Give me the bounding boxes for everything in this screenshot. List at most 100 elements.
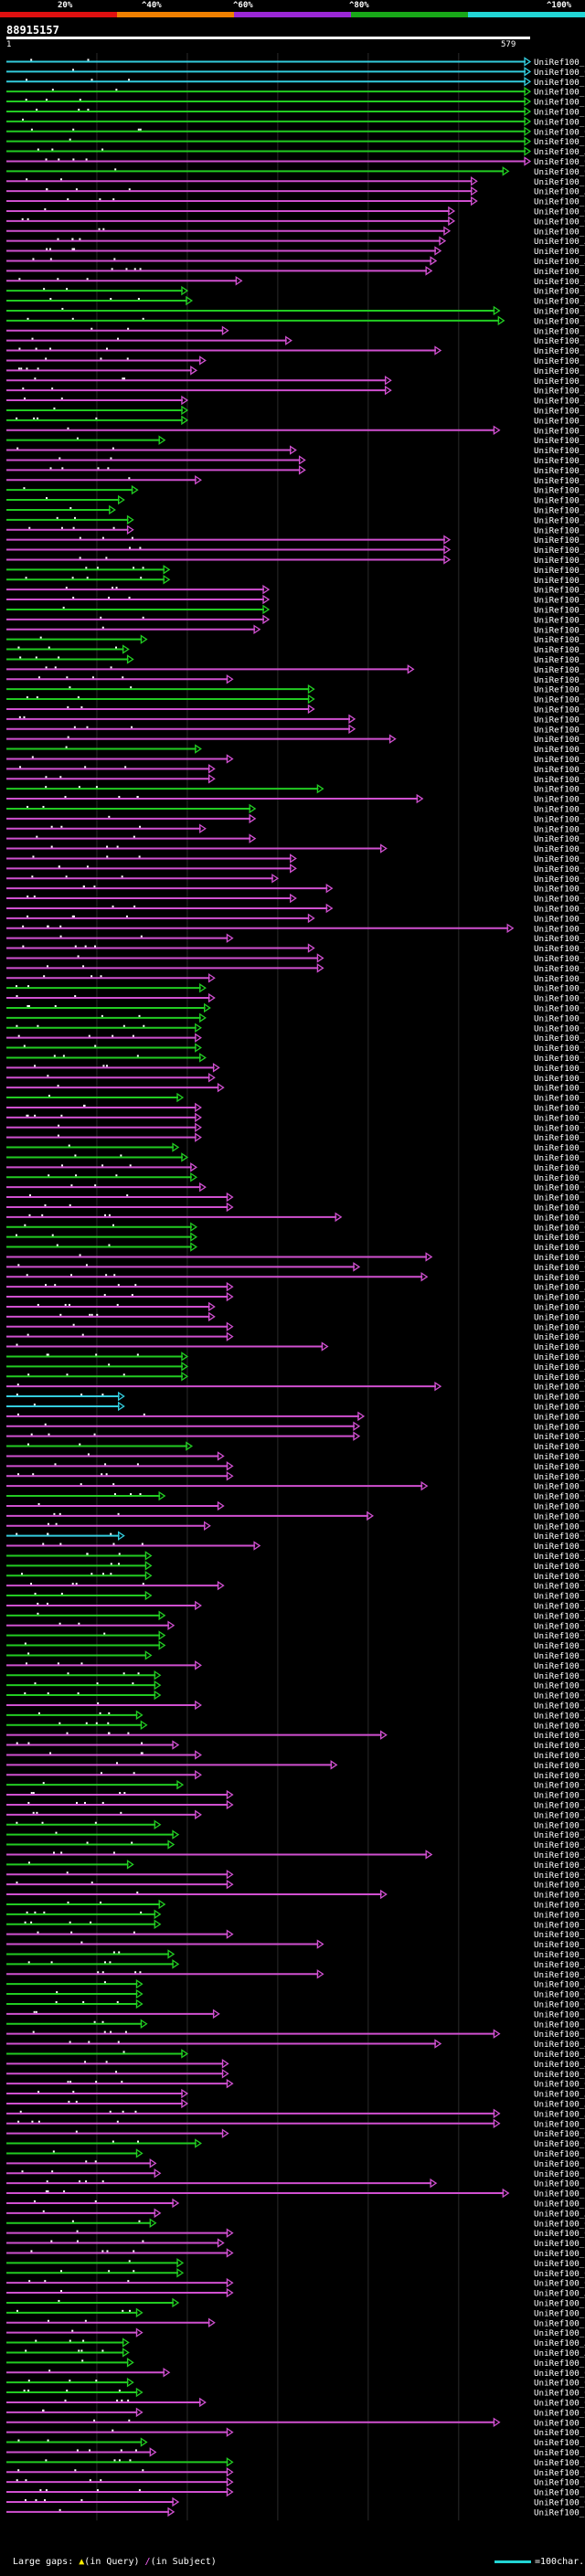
hit-row[interactable]: UniRef100_A9TGV4 — [6, 1700, 585, 1711]
hit-label[interactable]: UniRef100_C5X4K1 — [534, 1651, 585, 1661]
hit-label[interactable]: UniRef100_Q8LKN7 — [534, 954, 585, 964]
hit-row[interactable]: UniRef100_Q8SQU6 — [6, 1053, 585, 1064]
hit-label[interactable]: UniRef100_C5Z7T1 — [534, 267, 585, 277]
hit-label[interactable]: UniRef100_C5XV83 — [534, 1312, 585, 1322]
hit-row[interactable]: UniRef100_Q4Q8B0 — [6, 963, 585, 974]
hit-row[interactable]: UniRef100_Q119C3 — [6, 2397, 585, 2408]
hit-label[interactable]: UniRef100_B8SS04 — [534, 1542, 585, 1552]
hit-label[interactable]: UniRef100_Q5F4H5 — [534, 1891, 585, 1901]
hit-row[interactable]: UniRef100_C5YTJ7 — [6, 1441, 585, 1452]
hit-label[interactable]: UniRef100_A2ZZQ6 — [534, 1601, 585, 1611]
hit-label[interactable]: UniRef100_Q9FYB3 — [534, 2497, 585, 2507]
hit-row[interactable]: UniRef100_Q8L8Z2 — [6, 1043, 585, 1054]
hit-row[interactable]: UniRef100_A5GR67 — [6, 2208, 585, 2219]
hit-row[interactable]: UniRef100_A9T3H2 — [6, 1839, 585, 1850]
hit-label[interactable]: UniRef100_C5CN89 — [534, 78, 585, 88]
hit-row[interactable]: UniRef100_A9S3Z4 — [6, 1281, 585, 1293]
hit-label[interactable]: UniRef100_Q9Z2Z5 — [534, 2369, 585, 2379]
hit-row[interactable]: UniRef100_Q8LJA3 — [6, 2218, 585, 2229]
hit-label[interactable]: UniRef100_A5WRZ3 — [534, 1034, 585, 1044]
hit-label[interactable]: UniRef100_B8P9D4 — [534, 615, 585, 625]
hit-row[interactable]: UniRef100_C5YG44 — [6, 325, 585, 336]
hit-label[interactable]: UniRef100_Q527R9 — [534, 1352, 585, 1362]
hit-row[interactable]: UniRef100_B9SRZ4 — [6, 1680, 585, 1691]
hit-label[interactable]: UniRef100_A9T3H2 — [534, 1840, 585, 1850]
hit-row[interactable]: UniRef100_A7H0X4 — [6, 2348, 585, 2359]
hit-label[interactable]: UniRef100_B8XRZ7 — [534, 1462, 585, 1472]
hit-row[interactable]: UniRef100_Q4A917 — [6, 1720, 585, 1731]
hit-label[interactable]: UniRef100_A7QTX6 — [534, 2338, 585, 2348]
hit-row[interactable]: UniRef100_B9HHJ3 — [6, 106, 585, 117]
hit-label[interactable]: UniRef100_A7Q7F6 — [534, 2050, 585, 2060]
hit-row[interactable]: UniRef100_B9T2K2 — [6, 2258, 585, 2269]
hit-label[interactable]: UniRef100_B63U10 — [534, 1243, 585, 1253]
hit-label[interactable]: UniRef100_A2ZMM3 — [534, 187, 585, 197]
hit-label[interactable]: UniRef100_A2XJP9 — [534, 1711, 585, 1721]
hit-row[interactable]: UniRef100_C5YMB5 — [6, 176, 585, 187]
hit-label[interactable]: UniRef100_Q0J0J0 — [534, 1582, 585, 1592]
hit-row[interactable]: UniRef100_A2YNK9 — [6, 1431, 585, 1442]
hit-row[interactable]: UniRef100_A2ZB55 — [6, 2059, 585, 2070]
hit-label[interactable]: UniRef100_B9M2V3 — [534, 1791, 585, 1801]
hit-row[interactable]: UniRef100_Q9FYB3 — [6, 2496, 585, 2507]
hit-label[interactable]: UniRef100_Q2RMS9 — [534, 775, 585, 785]
hit-label[interactable]: UniRef100_Q6K5K2 — [534, 476, 585, 486]
hit-row[interactable]: UniRef100_A7QE08 — [6, 1850, 585, 1860]
hit-label[interactable]: UniRef100_C5XV40 — [534, 645, 585, 655]
hit-label[interactable]: UniRef100_A3BBH4 — [534, 1362, 585, 1373]
hit-row[interactable]: UniRef100_A3497Z — [6, 754, 585, 765]
hit-label[interactable]: UniRef100_Q3E9F9 — [534, 556, 585, 566]
hit-row[interactable]: UniRef100_A7R5B6 — [6, 2108, 585, 2119]
hit-label[interactable]: UniRef100_B8BMY6 — [534, 197, 585, 207]
hit-label[interactable]: UniRef100_Q2S5X0 — [534, 217, 585, 227]
hit-row[interactable]: UniRef100_A9T9P0 — [6, 2287, 585, 2299]
hit-label[interactable]: UniRef100_Q0PC79 — [534, 1263, 585, 1273]
hit-row[interactable]: UniRef100_Q4Q8U1 — [6, 1002, 585, 1013]
hit-label[interactable]: UniRef100_C6T917 — [534, 446, 585, 456]
hit-row[interactable]: UniRef100_Q8CZA3 — [6, 285, 585, 297]
hit-label[interactable]: UniRef100_Q8H7N0 — [534, 1871, 585, 1881]
hit-label[interactable]: UniRef100_Q9SD06 — [534, 994, 585, 1004]
hit-row[interactable]: UniRef100_Q67TY0 — [6, 1571, 585, 1582]
hit-label[interactable]: UniRef100_Q71Y44 — [534, 2070, 585, 2080]
hit-label[interactable]: UniRef100_Q4A917 — [534, 1721, 585, 1731]
hit-row[interactable]: UniRef100_B8AHG0 — [6, 1172, 585, 1183]
hit-label[interactable]: UniRef100_Q8H015 — [534, 1103, 585, 1113]
hit-label[interactable]: UniRef100_A7PGU1 — [534, 1810, 585, 1820]
hit-row[interactable]: UniRef100_C5Y5H4 — [6, 2307, 585, 2318]
hit-label[interactable]: UniRef100_Q6TZN7 — [534, 1023, 585, 1034]
hit-row[interactable]: UniRef100_C3PU41 — [6, 1660, 585, 1671]
hit-label[interactable]: UniRef100_A7QE72 — [534, 2040, 585, 2050]
hit-row[interactable]: UniRef100_B9GPP5 — [6, 724, 585, 735]
hit-row[interactable]: UniRef100_B6U486 — [6, 1092, 585, 1104]
hit-row[interactable]: UniRef100_Q9H7M4 — [6, 1620, 585, 1631]
hit-label[interactable]: UniRef100_Q5CD17 — [534, 1990, 585, 2000]
hit-label[interactable]: UniRef100_C5X004 — [534, 1930, 585, 1940]
hit-row[interactable]: UniRef100_Q9SCG9 — [6, 494, 585, 506]
hit-row[interactable]: UniRef100_Q9SB51 — [6, 1381, 585, 1393]
hit-row[interactable]: UniRef100_Q2VLK3 — [6, 604, 585, 615]
hit-row[interactable]: UniRef100_C5Y7Y1 — [6, 2507, 585, 2518]
hit-label[interactable]: UniRef100_Q9ZVH0 — [534, 2129, 585, 2139]
hit-label[interactable]: UniRef100_B9H6P5 — [534, 1412, 585, 1422]
hit-row[interactable]: UniRef100_Q9LS11 — [6, 206, 585, 217]
hit-row[interactable]: UniRef100_Q624N0 — [6, 1301, 585, 1312]
hit-label[interactable]: UniRef100_B9FIN3 — [534, 834, 585, 844]
hit-label[interactable]: UniRef100_A2XQ27 — [534, 2099, 585, 2109]
hit-row[interactable]: UniRef100_B8S9S2 — [6, 734, 585, 745]
hit-row[interactable]: UniRef100_C5X004 — [6, 1929, 585, 1940]
hit-row[interactable]: UniRef100_C5XLH1 — [6, 455, 585, 466]
hit-row[interactable]: UniRef100_Q6K5K2 — [6, 475, 585, 486]
hit-label[interactable]: UniRef100_B9GR05 — [534, 2179, 585, 2189]
hit-label[interactable]: UniRef100_B9M5V7 — [534, 1064, 585, 1074]
hit-row[interactable]: UniRef100_B9HAA0 — [6, 116, 585, 127]
hit-row[interactable]: UniRef100_B8XRZ7 — [6, 1461, 585, 1472]
hit-row[interactable]: UniRef100_Q5F4H1 — [6, 1779, 585, 1791]
hit-label[interactable]: UniRef100_C6XS54 — [534, 227, 585, 237]
hit-label[interactable]: UniRef100_B9N1D6 — [534, 2318, 585, 2328]
hit-row[interactable]: UniRef100_A2P864 — [6, 545, 585, 556]
hit-label[interactable]: UniRef100_A2Q187 — [534, 1472, 585, 1482]
hit-label[interactable]: UniRef100_Q6J7A7 — [534, 157, 585, 167]
hit-label[interactable]: UniRef100_B2ZGR5 — [534, 1213, 585, 1223]
hit-label[interactable]: UniRef100_A9SPM2 — [534, 934, 585, 944]
